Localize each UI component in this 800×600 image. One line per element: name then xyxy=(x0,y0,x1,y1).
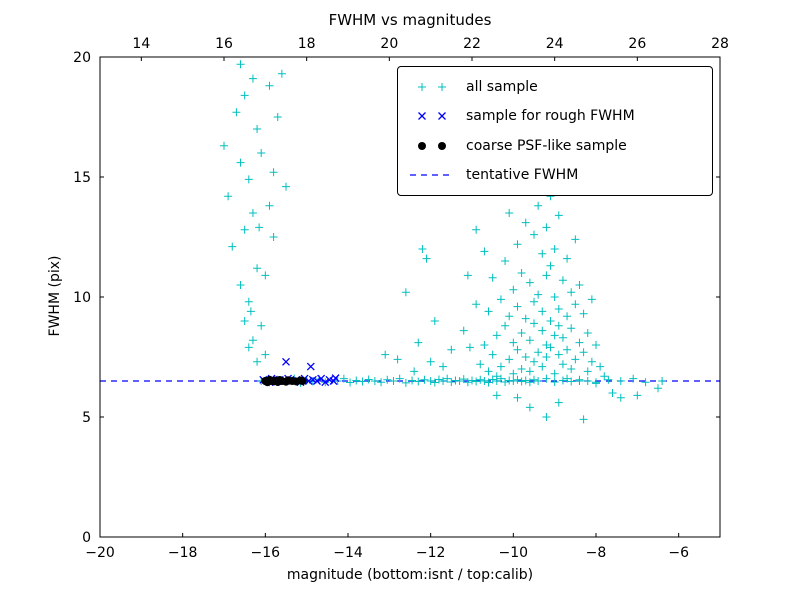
svg-text:−8: −8 xyxy=(586,545,607,561)
legend-item: all sample xyxy=(408,79,702,95)
legend-item: coarse PSF-like sample xyxy=(408,138,702,154)
legend-label: all sample xyxy=(466,78,538,95)
svg-text:24: 24 xyxy=(546,36,564,52)
svg-text:20: 20 xyxy=(73,50,91,66)
svg-text:28: 28 xyxy=(711,36,729,52)
svg-text:0: 0 xyxy=(82,530,91,546)
svg-text:−6: −6 xyxy=(668,545,689,561)
legend-label: coarse PSF-like sample xyxy=(466,137,627,154)
svg-text:−10: −10 xyxy=(499,545,529,561)
svg-text:10: 10 xyxy=(73,290,91,306)
svg-text:5: 5 xyxy=(82,410,91,426)
legend-dashed-line-icon xyxy=(408,167,456,183)
legend-x-icon xyxy=(408,108,456,124)
svg-text:20: 20 xyxy=(380,36,398,52)
chart-title: FWHM vs magnitudes xyxy=(328,11,492,29)
axis-ticks xyxy=(99,56,721,538)
legend-item: tentative FWHM xyxy=(408,167,702,183)
svg-text:16: 16 xyxy=(215,36,233,52)
svg-text:−14: −14 xyxy=(333,545,363,561)
tick-labels: −20 −18 −16 −14 −12 −10 −8 −6 14 16 18 20 22 24 26 28 0 5… xyxy=(73,36,729,561)
legend-circle-icon xyxy=(408,138,456,154)
legend-plus-icon xyxy=(408,79,456,95)
legend-item: sample for rough FWHM xyxy=(408,108,702,124)
series-coarse-PSF-like-sample xyxy=(261,375,307,387)
svg-text:18: 18 xyxy=(298,36,316,52)
svg-text:−20: −20 xyxy=(85,545,115,561)
svg-text:22: 22 xyxy=(463,36,481,52)
svg-text:−12: −12 xyxy=(416,545,446,561)
legend-label: sample for rough FWHM xyxy=(466,108,635,125)
legend: all sample sample for rough FWHM coarse PS… xyxy=(397,66,713,196)
legend-label: tentative FWHM xyxy=(466,167,579,184)
svg-text:15: 15 xyxy=(73,170,91,186)
svg-text:−18: −18 xyxy=(168,545,198,561)
svg-text:14: 14 xyxy=(132,36,150,52)
x-axis-label: magnitude (bottom:isnt / top:calib) xyxy=(286,567,534,583)
y-axis-label: FWHM (pix) xyxy=(47,255,63,337)
svg-text:−16: −16 xyxy=(251,545,281,561)
svg-text:26: 26 xyxy=(628,36,646,52)
